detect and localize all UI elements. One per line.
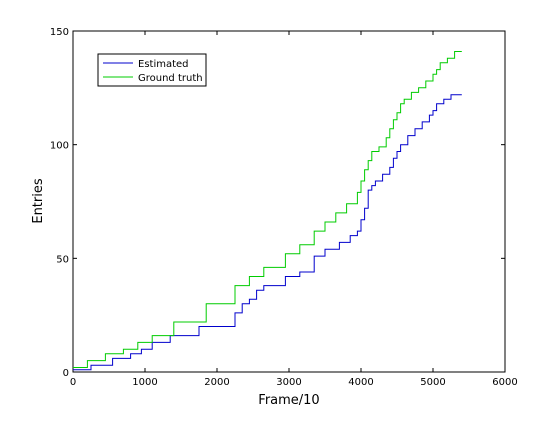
series-line-ground-truth [73,51,462,368]
y-tick-label: 0 [63,368,69,379]
x-tick-label: 5000 [420,377,445,388]
series-layer [73,51,462,371]
x-tick-label: 6000 [492,377,517,388]
legend-label-ground-truth: Ground truth [138,73,203,84]
plot-area [72,30,506,373]
x-tick-label: 4000 [348,377,373,388]
x-tick-label: 2000 [204,377,229,388]
y-tick-label: 100 [50,141,69,152]
x-tick-label: 1000 [132,377,157,388]
y-axis-label: Entries [31,178,46,224]
legend: Estimated Ground truth [97,53,207,87]
axis-ticks: 0 1000 2000 3000 4000 5000 6000 0 50 100 150 [50,27,518,388]
legend-box [97,53,207,87]
x-axis-label: Frame/10 [258,393,319,408]
y-tick-label: 150 [50,27,69,38]
legend-label-estimated: Estimated [138,59,189,70]
y-tick-label: 50 [56,254,69,265]
x-tick-label: 0 [70,377,76,388]
series-line-estimated [73,94,462,371]
x-tick-label: 3000 [276,377,301,388]
